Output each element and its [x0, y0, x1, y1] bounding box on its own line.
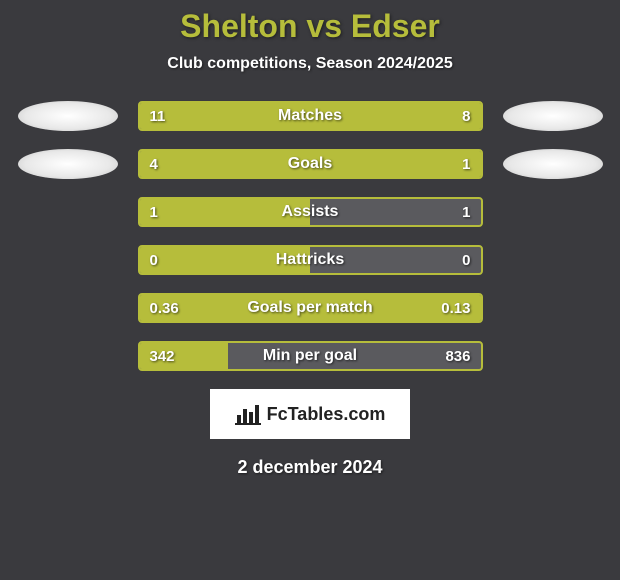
- stat-row: 342836Min per goal: [0, 341, 620, 371]
- stat-bar-left-fill: [140, 151, 396, 177]
- stat-bar-left-fill: [140, 247, 311, 273]
- snapshot-date: 2 december 2024: [0, 457, 620, 478]
- avatar-spacer: [18, 341, 118, 371]
- avatar-spacer: [503, 245, 603, 275]
- stat-row: 00Hattricks: [0, 245, 620, 275]
- logo-text: FcTables.com: [267, 404, 386, 425]
- player-left-avatar: [18, 101, 118, 131]
- comparison-infographic: Shelton vs Edser Club competitions, Seas…: [0, 0, 620, 478]
- stat-bar: 41Goals: [138, 149, 483, 179]
- stats-rows: 118Matches 41Goals 11Assists 00Hattricks 0.3…: [0, 101, 620, 371]
- avatar-spacer: [18, 245, 118, 275]
- stat-bar-left-fill: [140, 343, 229, 369]
- stat-bar-left-fill: [140, 295, 481, 321]
- stat-bar: 342836Min per goal: [138, 341, 483, 371]
- stat-value-right: 0: [462, 247, 470, 273]
- avatar-spacer: [503, 341, 603, 371]
- player-right-avatar: [503, 101, 603, 131]
- stat-value-right: 1: [462, 199, 470, 225]
- player-right-avatar: [503, 149, 603, 179]
- stat-bar: 00Hattricks: [138, 245, 483, 275]
- stat-row: 0.360.13Goals per match: [0, 293, 620, 323]
- stat-row: 11Assists: [0, 197, 620, 227]
- avatar-spacer: [18, 293, 118, 323]
- stat-row: 118Matches: [0, 101, 620, 131]
- page-title: Shelton vs Edser: [0, 8, 620, 45]
- stat-bar-left-fill: [140, 103, 481, 129]
- stat-bar-left-fill: [140, 199, 311, 225]
- stat-bar: 118Matches: [138, 101, 483, 131]
- bar-chart-icon: [235, 403, 261, 425]
- stat-bar: 11Assists: [138, 197, 483, 227]
- stat-bar: 0.360.13Goals per match: [138, 293, 483, 323]
- avatar-spacer: [503, 293, 603, 323]
- stat-row: 41Goals: [0, 149, 620, 179]
- stat-value-right: 836: [445, 343, 470, 369]
- page-subtitle: Club competitions, Season 2024/2025: [0, 55, 620, 73]
- fctables-logo[interactable]: FcTables.com: [210, 389, 410, 439]
- avatar-spacer: [18, 197, 118, 227]
- avatar-spacer: [503, 197, 603, 227]
- stat-bar-right-fill: [395, 151, 480, 177]
- player-left-avatar: [18, 149, 118, 179]
